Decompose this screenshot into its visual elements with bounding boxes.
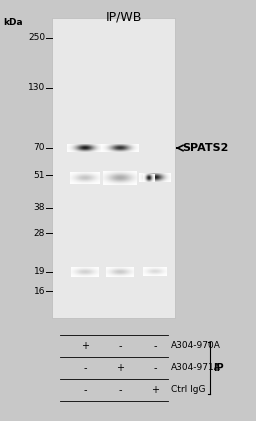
Text: 28: 28 (34, 229, 45, 237)
Text: A304-971A: A304-971A (171, 363, 221, 373)
Text: 19: 19 (34, 267, 45, 277)
Text: -: - (118, 385, 122, 395)
Text: 70: 70 (34, 144, 45, 152)
Text: 38: 38 (34, 203, 45, 213)
Text: -: - (153, 341, 157, 351)
Text: 51: 51 (34, 171, 45, 179)
Text: -: - (83, 385, 87, 395)
Bar (52, 18, 175, 318)
Text: -: - (118, 341, 122, 351)
Text: +: + (116, 363, 124, 373)
Text: +: + (151, 385, 159, 395)
Text: -: - (83, 363, 87, 373)
Text: kDa: kDa (3, 18, 23, 27)
Text: +: + (81, 341, 89, 351)
Text: IP/WB: IP/WB (105, 10, 142, 23)
Text: 250: 250 (28, 34, 45, 43)
Text: 130: 130 (28, 83, 45, 93)
Text: IP: IP (213, 363, 224, 373)
Text: SPATS2: SPATS2 (182, 143, 228, 153)
Text: A304-970A: A304-970A (171, 341, 221, 351)
Text: Ctrl IgG: Ctrl IgG (171, 386, 206, 394)
Text: 16: 16 (34, 287, 45, 296)
Text: -: - (153, 363, 157, 373)
